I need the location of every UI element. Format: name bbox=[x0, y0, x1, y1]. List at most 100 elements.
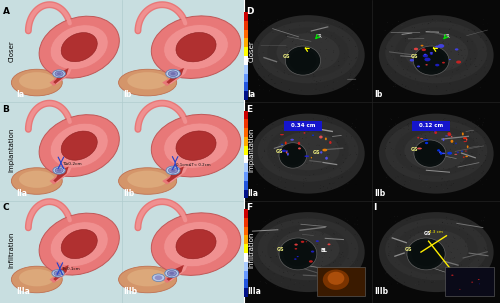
Point bbox=[320, 285, 328, 289]
Point bbox=[470, 130, 478, 135]
Point bbox=[313, 157, 321, 162]
Point bbox=[394, 160, 402, 165]
Text: 0.12 cm: 0.12 cm bbox=[419, 123, 443, 128]
Point bbox=[282, 35, 290, 40]
Point bbox=[411, 77, 419, 82]
Point bbox=[324, 115, 332, 120]
Point bbox=[474, 234, 482, 238]
Point bbox=[422, 57, 430, 62]
Point bbox=[478, 231, 486, 235]
Point bbox=[416, 166, 424, 171]
Point bbox=[273, 23, 281, 28]
Point bbox=[288, 163, 296, 168]
Ellipse shape bbox=[61, 33, 98, 62]
Point bbox=[438, 150, 446, 155]
Point bbox=[382, 277, 390, 282]
Point bbox=[321, 219, 329, 224]
Point bbox=[423, 250, 431, 255]
Point bbox=[417, 39, 425, 44]
Point bbox=[478, 171, 486, 175]
Point bbox=[267, 88, 275, 93]
Point bbox=[448, 181, 456, 186]
Point bbox=[282, 180, 290, 185]
Point bbox=[383, 171, 391, 176]
Point bbox=[437, 228, 445, 233]
Point bbox=[478, 285, 486, 290]
Polygon shape bbox=[53, 68, 68, 84]
Point bbox=[277, 28, 285, 33]
Point bbox=[311, 225, 319, 230]
Point bbox=[296, 285, 304, 290]
Point bbox=[434, 151, 442, 156]
Ellipse shape bbox=[462, 151, 463, 152]
Point bbox=[308, 225, 316, 230]
Point bbox=[264, 227, 272, 232]
Point bbox=[384, 132, 392, 137]
Point bbox=[299, 274, 307, 278]
Point bbox=[256, 233, 264, 238]
Circle shape bbox=[316, 240, 319, 242]
Point bbox=[320, 252, 328, 257]
FancyBboxPatch shape bbox=[244, 279, 248, 288]
Point bbox=[388, 117, 396, 122]
Point bbox=[352, 162, 360, 167]
Ellipse shape bbox=[279, 238, 317, 270]
Point bbox=[439, 187, 447, 192]
Point bbox=[390, 48, 398, 53]
Ellipse shape bbox=[464, 141, 467, 142]
Point bbox=[269, 159, 277, 164]
Point bbox=[445, 178, 453, 183]
Point bbox=[274, 234, 282, 238]
Point bbox=[302, 170, 310, 175]
Ellipse shape bbox=[12, 69, 63, 96]
Point bbox=[342, 156, 350, 161]
Point bbox=[452, 169, 460, 174]
Point bbox=[440, 179, 448, 184]
Point bbox=[346, 283, 354, 288]
Point bbox=[386, 223, 394, 228]
Point bbox=[299, 23, 307, 28]
Ellipse shape bbox=[128, 269, 168, 286]
Point bbox=[303, 137, 311, 142]
Circle shape bbox=[54, 271, 62, 276]
Point bbox=[416, 64, 424, 69]
Point bbox=[420, 185, 428, 190]
Point bbox=[389, 44, 397, 48]
Point bbox=[422, 236, 430, 241]
Point bbox=[435, 51, 443, 56]
Point bbox=[447, 183, 455, 188]
Point bbox=[424, 35, 432, 40]
Point bbox=[406, 239, 414, 244]
Point bbox=[340, 254, 347, 258]
Point bbox=[332, 147, 340, 152]
Point bbox=[467, 175, 475, 179]
Point bbox=[480, 116, 488, 121]
Point bbox=[405, 123, 413, 128]
Point bbox=[345, 75, 353, 79]
Point bbox=[322, 166, 330, 171]
Text: CR: CR bbox=[444, 34, 450, 39]
Point bbox=[308, 154, 316, 159]
Point bbox=[311, 35, 319, 40]
Point bbox=[415, 136, 423, 141]
Point bbox=[320, 184, 328, 189]
Point bbox=[395, 262, 403, 267]
Point bbox=[468, 142, 475, 147]
Point bbox=[393, 79, 401, 84]
Point bbox=[352, 56, 360, 61]
Point bbox=[272, 284, 280, 289]
Point bbox=[443, 52, 451, 57]
Point bbox=[278, 175, 286, 179]
Point bbox=[389, 65, 397, 70]
Point bbox=[407, 273, 415, 278]
Point bbox=[345, 153, 353, 158]
Point bbox=[466, 166, 474, 171]
Point bbox=[447, 82, 455, 87]
Point bbox=[288, 236, 296, 241]
Point bbox=[286, 23, 294, 28]
Point bbox=[478, 134, 486, 139]
Point bbox=[253, 231, 261, 235]
Point bbox=[468, 151, 476, 156]
Point bbox=[299, 222, 307, 227]
Point bbox=[480, 169, 488, 174]
